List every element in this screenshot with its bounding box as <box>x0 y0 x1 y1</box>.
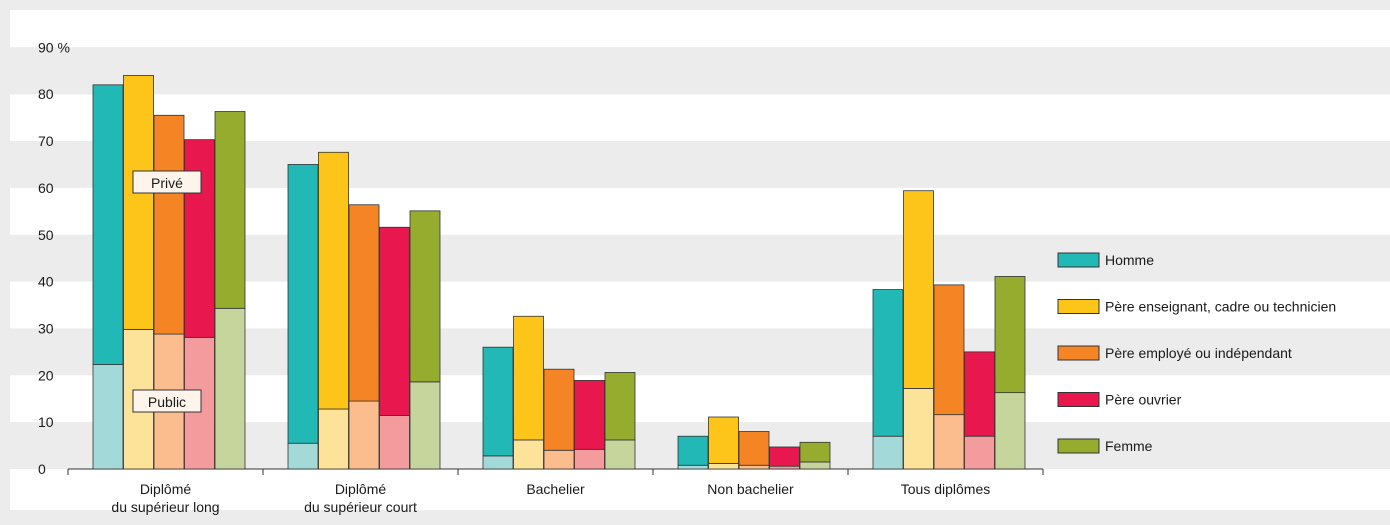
bar-prive-segment <box>994 276 1026 394</box>
legend-label: Homme <box>1105 252 1154 268</box>
bar-prive-segment <box>287 164 319 444</box>
legend-label: Père ouvrier <box>1105 392 1182 408</box>
y-tick-label: 60 <box>38 180 54 196</box>
y-tick-label: 80 <box>38 86 54 102</box>
bar-prive-segment <box>604 372 636 441</box>
bar-public-segment <box>92 364 124 470</box>
bar-public-segment <box>738 464 770 470</box>
bar-public-segment <box>513 439 544 470</box>
bar-prive-segment <box>708 416 739 464</box>
x-category-label: Diplômé <box>140 481 192 497</box>
bar-public-segment <box>287 442 319 470</box>
bar-prive-segment <box>574 380 605 450</box>
y-tick-label: 50 <box>38 227 54 243</box>
bar-prive-segment <box>799 441 831 463</box>
annotation-public-box <box>132 389 202 413</box>
bar-prive-segment <box>964 351 995 437</box>
y-tick-label: 10 <box>38 414 54 430</box>
legend-label: Père enseignant, cadre ou technicien <box>1105 299 1336 315</box>
bar-public-segment <box>872 435 904 470</box>
bar-public-segment <box>574 448 605 470</box>
bar-public-segment <box>379 415 410 470</box>
x-category-label: Tous diplômes <box>901 481 991 497</box>
annotation-public-label: Public <box>148 394 186 410</box>
bar-prive-segment <box>513 315 544 441</box>
bar-prive-segment <box>379 226 410 416</box>
legend-swatch <box>1057 345 1100 361</box>
y-tick-label: 30 <box>38 320 54 336</box>
bar-public-segment <box>964 435 995 470</box>
y-tick-label: 70 <box>38 133 54 149</box>
bar-public-segment <box>994 392 1026 470</box>
legend-label: Femme <box>1105 438 1153 454</box>
bar-prive-segment <box>872 289 904 437</box>
bar-public-segment <box>677 464 709 470</box>
bar-public-segment <box>543 449 575 470</box>
bar-public-segment <box>708 462 739 470</box>
y-tick-label: 40 <box>38 274 54 290</box>
x-category-label: Non bachelier <box>707 481 794 497</box>
bar-public-segment <box>214 307 246 470</box>
annotation-prive-box <box>132 170 202 194</box>
bar-prive-segment <box>184 139 215 338</box>
bar-prive-segment <box>123 75 154 330</box>
x-category-label: du supérieur long <box>111 499 219 515</box>
y-tick-label: 0 <box>38 461 46 477</box>
bar-public-segment <box>933 414 965 470</box>
x-category-label: du supérieur court <box>304 499 417 515</box>
annotation-prive-label: Privé <box>151 175 183 191</box>
y-unit-label: 90 % <box>38 39 70 55</box>
bar-prive-segment <box>92 84 124 365</box>
x-category-label: Bachelier <box>526 481 585 497</box>
legend-label: Père employé ou indépendant <box>1105 345 1292 361</box>
bar-public-segment <box>409 381 441 470</box>
bar-prive-segment <box>738 431 770 466</box>
bar-prive-segment <box>933 284 965 416</box>
bar-prive-segment <box>482 346 514 457</box>
bar-prive-segment <box>543 368 575 451</box>
bar-public-segment <box>318 408 349 470</box>
legend-swatch <box>1057 392 1100 407</box>
bar-public-segment <box>604 439 636 470</box>
bar-public-segment <box>348 400 380 470</box>
bar-public-segment <box>482 455 514 470</box>
bar-prive-segment <box>348 204 380 402</box>
bar-prive-segment <box>769 446 800 467</box>
bar-public-segment <box>769 465 800 470</box>
y-tick-label: 20 <box>38 367 54 383</box>
bar-prive-segment <box>677 435 709 466</box>
bar-prive-segment <box>153 114 185 335</box>
bar-prive-segment <box>214 111 246 309</box>
legend-swatch <box>1057 252 1100 268</box>
grid-band <box>10 47 1390 95</box>
bar-prive-segment <box>409 210 441 383</box>
bar-prive-segment <box>318 151 349 410</box>
x-category-label: Diplômé <box>335 481 387 497</box>
legend-swatch <box>1057 299 1100 314</box>
bar-public-segment <box>799 461 831 470</box>
legend-swatch <box>1057 438 1100 454</box>
bar-prive-segment <box>903 190 934 389</box>
bar-public-segment <box>903 388 934 470</box>
